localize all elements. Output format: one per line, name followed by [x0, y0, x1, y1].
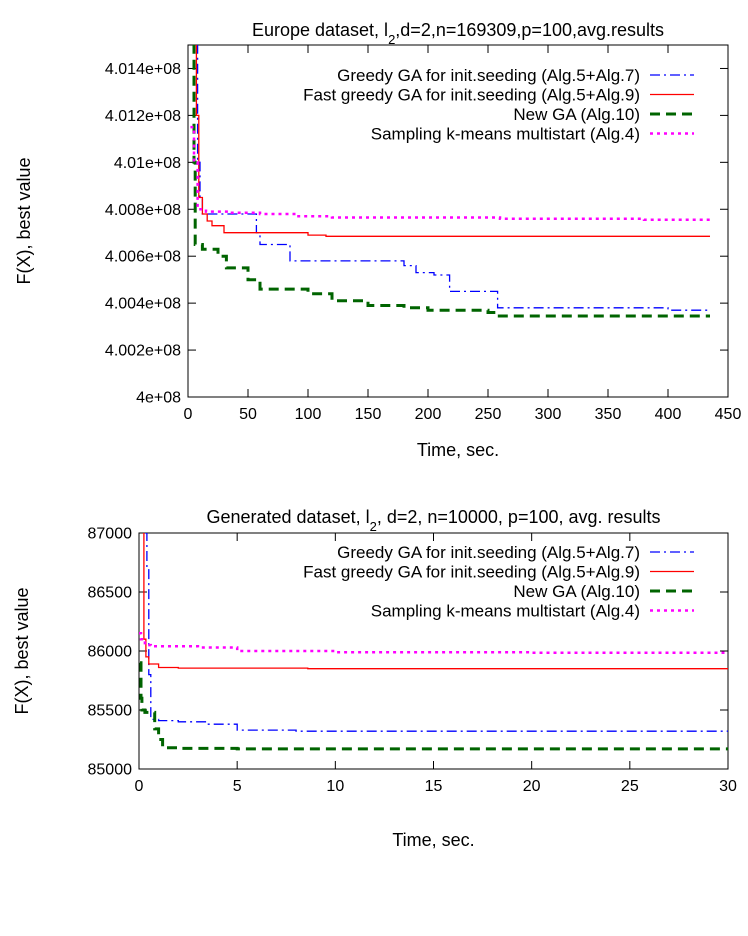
- y-tick-label: 86500: [88, 585, 133, 602]
- x-tick-label: 30: [719, 778, 737, 795]
- legend-label: Sampling k-means multistart (Alg.4): [371, 125, 640, 144]
- legend-label: Fast greedy GA for init.seeding (Alg.5+A…: [303, 86, 640, 105]
- y-tick-label: 4.012e+08: [105, 108, 181, 125]
- x-tick-label: 450: [715, 406, 742, 423]
- x-tick-label: 15: [425, 778, 443, 795]
- x-tick-label: 350: [595, 406, 622, 423]
- y-tick-label: 85500: [88, 703, 133, 720]
- y-axis-label: F(X), best value: [12, 587, 32, 714]
- x-tick-label: 250: [475, 406, 502, 423]
- x-tick-label: 100: [295, 406, 322, 423]
- x-tick-label: 0: [135, 778, 144, 795]
- y-tick-label: 4.01e+08: [114, 155, 181, 172]
- x-tick-label: 150: [355, 406, 382, 423]
- y-tick-label: 86000: [88, 644, 133, 661]
- x-tick-label: 300: [535, 406, 562, 423]
- legend-label: Sampling k-means multistart (Alg.4): [371, 602, 640, 621]
- x-tick-label: 50: [239, 406, 257, 423]
- x-tick-label: 400: [655, 406, 682, 423]
- x-tick-label: 25: [621, 778, 639, 795]
- chart-europe: Europe dataset, l2,d=2,n=169309,p=100,av…: [14, 20, 741, 460]
- y-tick-label: 87000: [88, 526, 133, 543]
- legend-label: Greedy GA for init.seeding (Alg.5+Alg.7): [337, 66, 640, 85]
- legend-label: New GA (Alg.10): [513, 582, 640, 601]
- y-tick-label: 4.006e+08: [105, 249, 181, 266]
- legend-label: New GA (Alg.10): [513, 105, 640, 124]
- series-line-4: [139, 632, 728, 655]
- x-tick-label: 10: [326, 778, 344, 795]
- x-tick-label: 5: [233, 778, 242, 795]
- legend-label: Greedy GA for init.seeding (Alg.5+Alg.7): [337, 543, 640, 562]
- x-axis-label: Time, sec.: [417, 440, 499, 460]
- x-axis-label: Time, sec.: [392, 830, 474, 850]
- chart-title: Europe dataset, l2,d=2,n=169309,p=100,av…: [252, 20, 664, 47]
- chart-generated: Generated dataset, l2, d=2, n=10000, p=1…: [12, 507, 737, 850]
- series-line-3: [139, 661, 728, 751]
- series-line-3: [192, 45, 710, 318]
- x-tick-label: 20: [523, 778, 541, 795]
- y-tick-label: 4.008e+08: [105, 202, 181, 219]
- x-tick-label: 0: [184, 406, 193, 423]
- y-tick-label: 4.002e+08: [105, 343, 181, 360]
- series-line-2: [142, 533, 728, 670]
- y-tick-label: 4e+08: [136, 390, 181, 407]
- chart-title: Generated dataset, l2, d=2, n=10000, p=1…: [206, 507, 660, 534]
- series-line-2: [195, 45, 710, 237]
- series-line-4: [190, 125, 710, 222]
- y-tick-label: 4.004e+08: [105, 296, 181, 313]
- y-tick-label: 85000: [88, 762, 133, 779]
- series-line-1: [144, 533, 728, 732]
- y-axis-label: F(X), best value: [14, 157, 34, 284]
- x-tick-label: 200: [415, 406, 442, 423]
- plot-frame: [187, 44, 729, 398]
- legend-label: Fast greedy GA for init.seeding (Alg.5+A…: [303, 563, 640, 582]
- y-tick-label: 4.014e+08: [105, 61, 181, 78]
